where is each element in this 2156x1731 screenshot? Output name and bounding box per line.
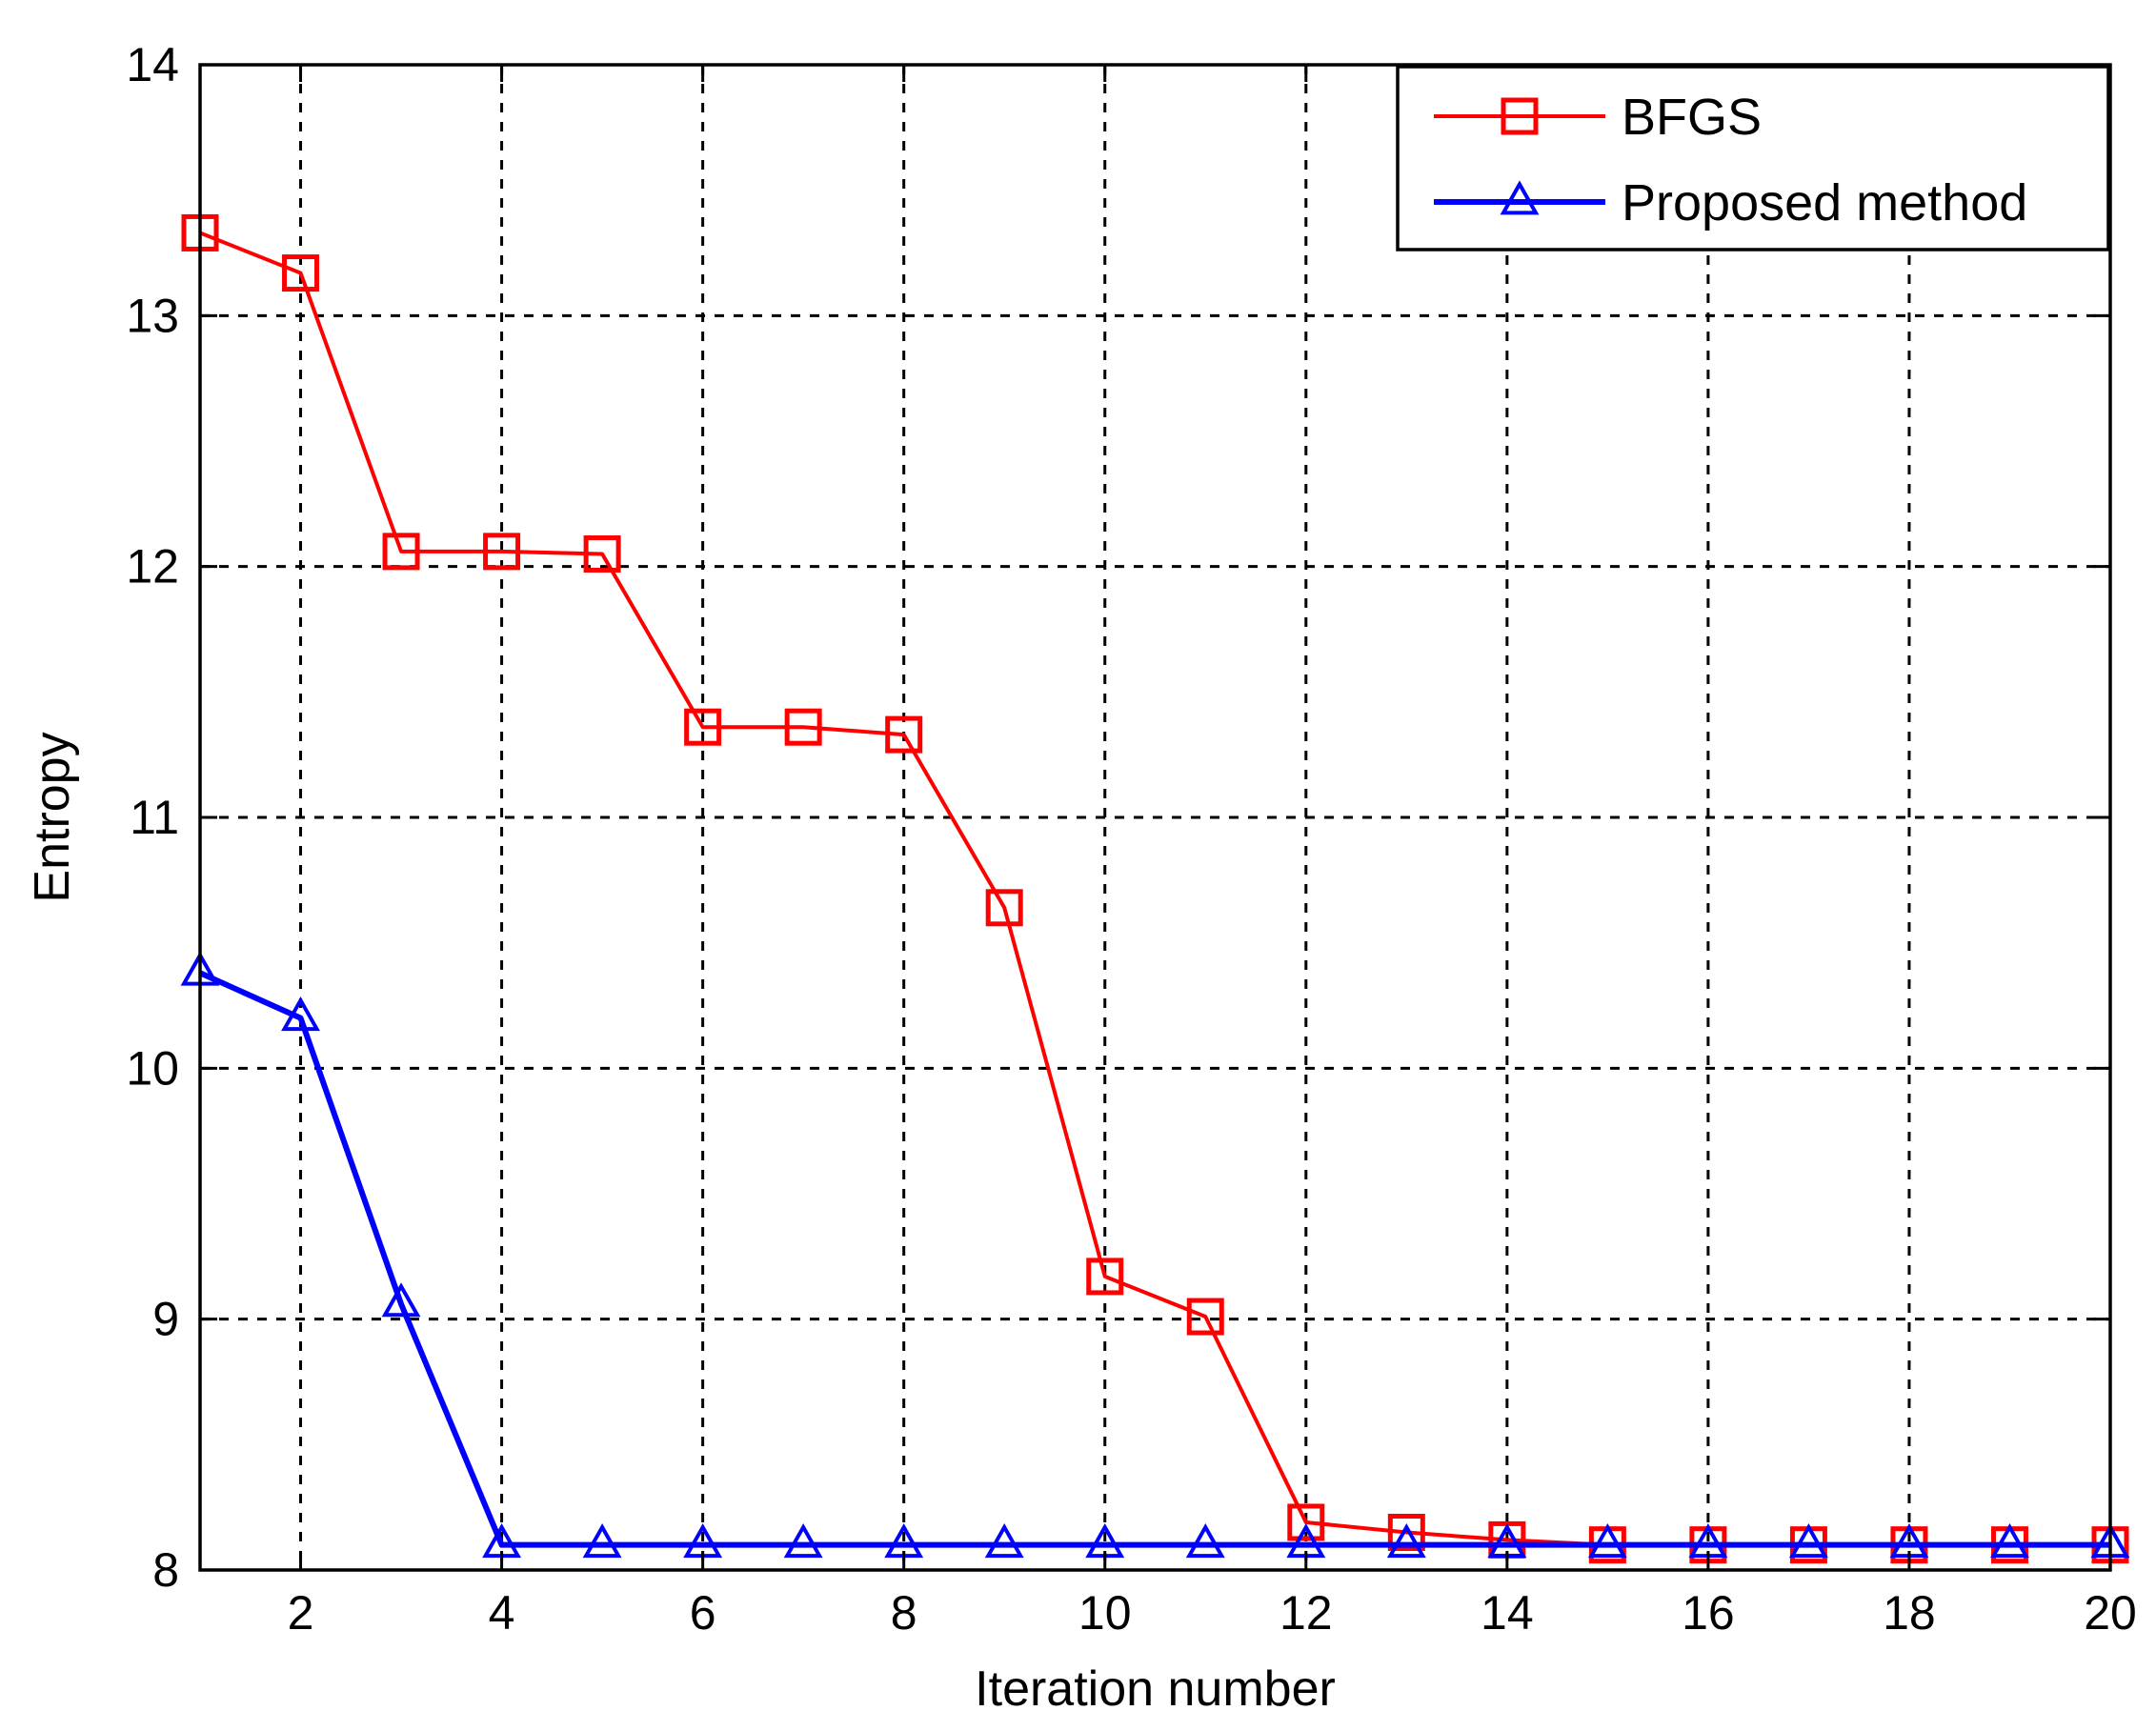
series-bfgs: [181, 213, 2129, 1564]
data-point: [1387, 1514, 1425, 1551]
series-line: [199, 231, 2110, 1547]
series-layer: [180, 213, 2130, 1564]
data-point: [1287, 1503, 1325, 1541]
data-point: [1086, 1258, 1124, 1296]
data-point: [582, 1523, 622, 1559]
y-tick-label: 11: [130, 791, 179, 844]
data-point: [281, 996, 320, 1032]
x-tick-label: 18: [1883, 1586, 1936, 1640]
data-point: [1990, 1523, 2029, 1559]
data-point: [381, 1282, 421, 1318]
x-tick-label: 6: [690, 1586, 716, 1640]
data-point: [984, 1523, 1024, 1559]
y-tick-label: 14: [126, 38, 179, 91]
data-point: [583, 535, 621, 573]
legend-marker: [1501, 97, 1539, 135]
series-line: [198, 970, 2110, 1548]
x-tick-label: 8: [891, 1586, 917, 1640]
x-tick-label: 12: [1279, 1586, 1333, 1640]
data-point: [1186, 1298, 1224, 1336]
legend-label: Proposed method: [1622, 174, 2027, 231]
data-point: [282, 254, 320, 292]
data-point: [783, 1523, 823, 1559]
data-point: [1185, 1523, 1225, 1559]
series-proposed-method: [180, 951, 2130, 1559]
x-axis-label: Iteration number: [975, 1661, 1336, 1717]
x-tick-label: 14: [1481, 1586, 1534, 1640]
data-point: [885, 715, 923, 754]
legend-marker: [1500, 180, 1540, 215]
x-tick-label: 20: [2084, 1586, 2137, 1640]
y-tick-label: 12: [126, 540, 179, 594]
tick-layer: 2 4 6 8 10 12 14 16 18 20 8 9 10 11 12 13 14: [126, 38, 2136, 1640]
data-point: [1386, 1523, 1426, 1559]
data-point: [985, 889, 1023, 927]
y-tick-label: 10: [126, 1041, 179, 1095]
data-point: [1587, 1523, 1627, 1559]
data-point: [1788, 1523, 1828, 1559]
x-tick-label: 10: [1078, 1586, 1132, 1640]
y-tick-label: 9: [152, 1293, 179, 1346]
x-tick-label: 2: [288, 1586, 314, 1640]
data-point: [784, 708, 822, 746]
data-point: [684, 708, 722, 746]
legend-label: BFGS: [1622, 89, 1762, 146]
y-tick-label: 13: [126, 289, 179, 342]
y-tick-label: 8: [152, 1543, 179, 1597]
legend-box: [1396, 65, 2110, 252]
legend: BFGS Proposed method: [1396, 65, 2110, 252]
y-axis-label: Entropy: [25, 732, 80, 902]
x-tick-label: 4: [489, 1586, 515, 1640]
data-point: [382, 533, 420, 571]
grid: [200, 65, 2110, 1570]
data-point: [483, 533, 521, 571]
x-tick-label: 16: [1682, 1586, 1735, 1640]
